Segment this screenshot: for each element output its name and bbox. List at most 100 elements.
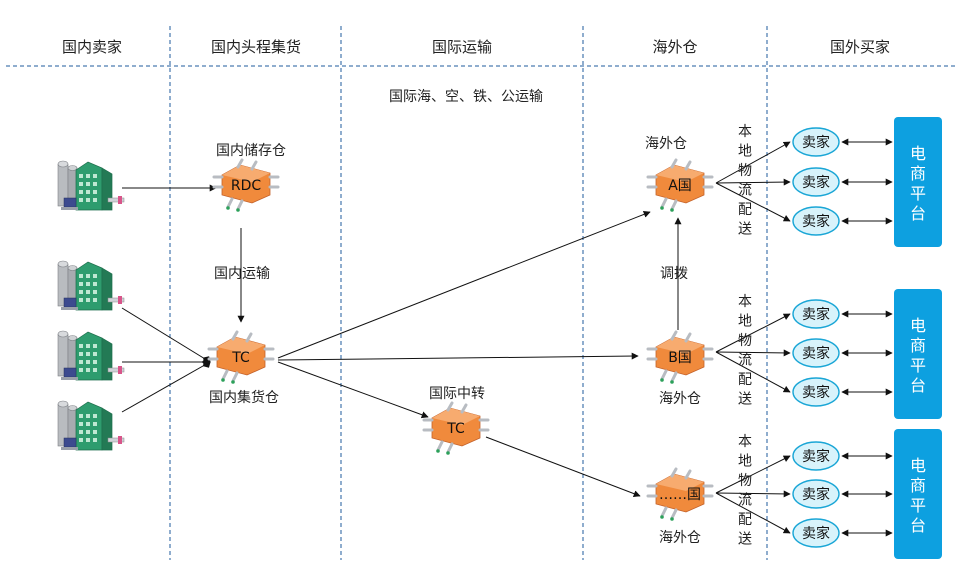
arrow-tc-to-warehouse-b — [277, 352, 639, 361]
warehouse-nodes: RDC TC TC A国 B国 ……国 — [207, 158, 714, 521]
column-title-foreign-buyer: 国外买家 — [830, 38, 890, 56]
foreign-seller-label: 卖家 — [802, 525, 830, 542]
foreign-seller-label: 卖家 — [802, 306, 830, 323]
svg-text:地: 地 — [738, 314, 752, 330]
delivery-arrow — [715, 349, 791, 357]
foreign-seller-label: 卖家 — [802, 174, 830, 191]
svg-text:本: 本 — [738, 434, 752, 450]
svg-text:商: 商 — [910, 164, 926, 183]
rdc-node-label: RDC — [231, 178, 262, 194]
delivery-arrow — [715, 455, 791, 494]
svg-text:平: 平 — [910, 496, 926, 515]
warehouse-a-node-label: A国 — [668, 178, 692, 194]
warehouse-b-node-label: B国 — [668, 350, 692, 366]
warehouse-c-node: ……国 — [646, 467, 714, 521]
column-separators — [6, 26, 958, 560]
flow-arrows — [121, 184, 682, 498]
warehouse-c-caption: 海外仓 — [659, 530, 701, 546]
domestic-seller-factory-1 — [57, 160, 125, 211]
foreign-seller-label: 卖家 — [802, 384, 830, 401]
svg-text:流: 流 — [738, 353, 752, 369]
tc-main-node: TC — [207, 330, 275, 384]
svg-text:物: 物 — [738, 163, 752, 179]
svg-text:配: 配 — [738, 202, 752, 218]
svg-text:电: 电 — [910, 144, 926, 163]
warehouse-a-caption: 海外仓 — [645, 136, 687, 152]
rdc-node: RDC — [212, 158, 280, 212]
delivery-arrow — [715, 492, 791, 534]
delivery-arrow — [715, 182, 791, 222]
foreign-seller: 卖家 — [792, 127, 840, 157]
delivery-arrow — [715, 490, 791, 498]
svg-text:地: 地 — [738, 454, 752, 470]
foreign-seller: 卖家 — [792, 206, 840, 236]
warehouse-c-node-label: ……国 — [659, 487, 701, 503]
svg-text:台: 台 — [910, 516, 926, 535]
delivery-arrow — [715, 178, 791, 186]
tc-main-node-label: TC — [231, 350, 250, 366]
domestic-transport-label: 国内运输 — [214, 266, 270, 282]
warehouse-b-caption: 海外仓 — [659, 391, 701, 407]
svg-text:送: 送 — [738, 392, 752, 408]
column-title-domestic-seller: 国内卖家 — [62, 38, 122, 56]
arrow-seller2-to-tc — [121, 307, 211, 364]
foreign-seller: 卖家 — [792, 299, 840, 329]
svg-text:配: 配 — [738, 372, 752, 388]
svg-text:电: 电 — [910, 316, 926, 335]
delivery-arrow — [715, 141, 791, 184]
foreign-seller: 卖家 — [792, 441, 840, 471]
svg-text:流: 流 — [738, 183, 752, 199]
foreign-seller: 卖家 — [792, 377, 840, 407]
svg-text:送: 送 — [738, 532, 752, 548]
column-titles: 国内卖家 国内头程集货 国际运输 海外仓 国外买家 — [62, 38, 890, 56]
buyer-side: 本地物流配送卖家卖家卖家电商平台本地物流配送卖家卖家卖家电商平台本地物流配送卖家… — [715, 117, 942, 559]
transfer-label: 调拨 — [660, 266, 688, 282]
svg-text:平: 平 — [910, 356, 926, 375]
warehouse-a-node: A国 — [646, 158, 714, 212]
svg-text:送: 送 — [738, 222, 752, 238]
transport-modes-note: 国际海、空、铁、公运输 — [389, 89, 543, 105]
arrow-tc-to-transfer — [277, 361, 429, 419]
foreign-seller-label: 卖家 — [802, 345, 830, 362]
domestic-seller-factory-4 — [57, 400, 125, 451]
foreign-seller: 卖家 — [792, 479, 840, 509]
svg-text:地: 地 — [738, 144, 752, 160]
svg-text:商: 商 — [910, 336, 926, 355]
warehouse-b-node: B国 — [646, 330, 714, 384]
domestic-sellers — [57, 160, 125, 451]
arrow-tc-to-warehouse-a — [277, 211, 651, 359]
foreign-seller: 卖家 — [792, 518, 840, 548]
svg-text:商: 商 — [910, 476, 926, 495]
svg-text:本: 本 — [738, 294, 752, 310]
svg-text:台: 台 — [910, 376, 926, 395]
foreign-seller-label: 卖家 — [802, 486, 830, 503]
arrow-transfer-to-warehouse-c — [485, 436, 641, 498]
svg-text:物: 物 — [738, 333, 752, 349]
tc-main-caption: 国内集货仓 — [209, 389, 279, 406]
tc-transfer-caption: 国际中转 — [429, 386, 485, 402]
svg-text:流: 流 — [738, 493, 752, 509]
svg-text:配: 配 — [738, 512, 752, 528]
svg-text:本: 本 — [738, 124, 752, 140]
delivery-arrow — [715, 313, 791, 353]
tc-transfer-node-label: TC — [446, 421, 465, 437]
foreign-seller: 卖家 — [792, 338, 840, 368]
delivery-arrow — [715, 351, 791, 393]
domestic-seller-factory-2 — [57, 260, 125, 311]
foreign-seller-label: 卖家 — [802, 448, 830, 465]
foreign-seller: 卖家 — [792, 167, 840, 197]
domestic-seller-factory-3 — [57, 330, 125, 381]
column-title-international-transport: 国际运输 — [432, 38, 492, 56]
tc-transfer-node: TC — [422, 401, 490, 455]
